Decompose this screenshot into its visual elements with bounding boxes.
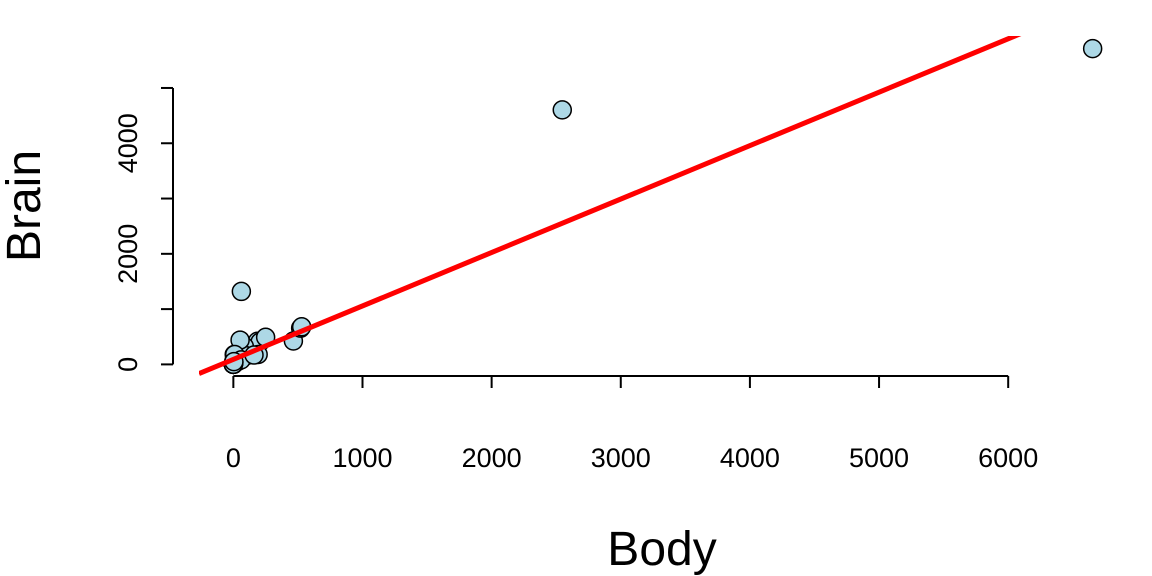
y-tick-label: 2000 — [113, 224, 143, 284]
fit-line — [199, 36, 1022, 376]
x-tick-label: 0 — [226, 443, 241, 473]
x-tick-label: 5000 — [849, 443, 909, 473]
y-tick-label: 4000 — [113, 113, 143, 173]
point — [552, 100, 573, 120]
point — [231, 281, 252, 302]
x-tick-label: 3000 — [591, 443, 651, 473]
point — [1082, 38, 1103, 59]
x-tick-label: 6000 — [978, 443, 1038, 473]
x-tick-label: 2000 — [462, 443, 522, 473]
y-axis-title: Brain — [0, 150, 51, 262]
x-tick-label: 1000 — [332, 443, 392, 473]
y-tick-label: 0 — [113, 357, 143, 372]
x-tick-label: 4000 — [720, 443, 780, 473]
x-axis-title: Body — [607, 523, 716, 576]
